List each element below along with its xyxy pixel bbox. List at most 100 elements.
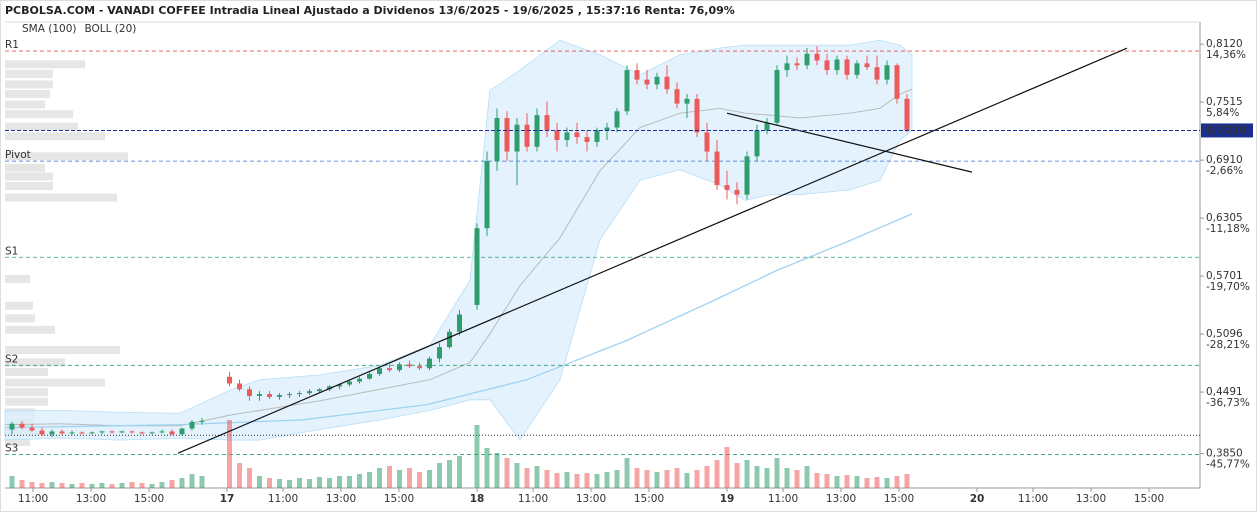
legend-entry: BOLL (20) bbox=[84, 23, 136, 35]
volume-bar bbox=[824, 474, 830, 488]
volume-profile-bar bbox=[5, 378, 105, 387]
current-price-label: 0,7220 bbox=[1206, 124, 1247, 136]
volume-profile-bar bbox=[5, 345, 120, 354]
volume-bar bbox=[484, 448, 490, 488]
volume-profile-bar bbox=[5, 397, 48, 406]
volume-bar bbox=[524, 468, 530, 488]
candle-body bbox=[814, 53, 820, 61]
volume-bar bbox=[554, 473, 560, 488]
candle-body bbox=[704, 132, 710, 152]
volume-bar bbox=[29, 482, 35, 488]
candle-body bbox=[894, 65, 900, 99]
y-tick-percent: -19,70% bbox=[1206, 281, 1250, 293]
volume-bar bbox=[169, 480, 175, 488]
volume-bar bbox=[79, 483, 85, 488]
volume-bar bbox=[664, 470, 670, 488]
volume-bar bbox=[674, 468, 680, 488]
candle-body bbox=[149, 432, 155, 434]
candle-body bbox=[347, 381, 352, 385]
volume-bar bbox=[784, 468, 790, 488]
candle-body bbox=[564, 132, 570, 141]
volume-bar bbox=[159, 482, 165, 488]
candle-body bbox=[109, 431, 115, 433]
volume-bar bbox=[189, 474, 195, 488]
volume-profile-bar bbox=[5, 388, 48, 397]
volume-bar bbox=[227, 420, 232, 488]
candle-body bbox=[754, 130, 760, 157]
candle-body bbox=[189, 421, 195, 429]
candle-body bbox=[584, 137, 590, 142]
volume-bar bbox=[237, 463, 242, 488]
volume-bar bbox=[317, 477, 322, 488]
legend-entry: SMA (100) bbox=[22, 23, 76, 35]
volume-bar bbox=[804, 466, 810, 488]
volume-bar bbox=[307, 479, 312, 488]
candle-body bbox=[247, 389, 252, 396]
volume-bar bbox=[247, 468, 252, 488]
candle-body bbox=[774, 70, 780, 123]
candle-body bbox=[19, 423, 25, 428]
x-tick-label: 20 bbox=[970, 493, 985, 505]
x-tick-label: 11:00 bbox=[1018, 493, 1048, 505]
y-tick-label: 0,5096 bbox=[1206, 328, 1243, 340]
volume-profile-bar bbox=[5, 182, 53, 191]
candle-body bbox=[89, 432, 95, 434]
volume-bar bbox=[119, 483, 125, 488]
volume-profile-bar bbox=[5, 80, 53, 89]
candle-body bbox=[664, 76, 670, 90]
volume-bar bbox=[494, 453, 500, 488]
volume-bar bbox=[417, 472, 422, 488]
volume-bar bbox=[447, 460, 452, 488]
volume-bar bbox=[704, 466, 710, 488]
volume-bar bbox=[277, 479, 282, 488]
y-tick-percent: -11,18% bbox=[1206, 223, 1250, 235]
volume-bar bbox=[904, 474, 910, 488]
candle-body bbox=[804, 53, 810, 66]
level-label: Pivot bbox=[5, 149, 31, 161]
y-tick-label: 0,3850 bbox=[1206, 447, 1243, 459]
volume-bar bbox=[407, 468, 412, 488]
volume-bar bbox=[377, 468, 382, 488]
volume-profile-bar bbox=[5, 122, 78, 131]
candle-body bbox=[854, 63, 860, 75]
candle-body bbox=[29, 427, 35, 431]
volume-bar bbox=[179, 478, 185, 488]
candle-body bbox=[327, 386, 332, 390]
candle-body bbox=[514, 124, 520, 152]
volume-bar bbox=[564, 472, 570, 488]
level-label: S3 bbox=[5, 442, 18, 454]
candle-body bbox=[297, 393, 302, 395]
x-tick-label: 15:00 bbox=[634, 493, 664, 505]
volume-bar bbox=[199, 476, 205, 488]
x-tick-label: 18 bbox=[470, 493, 485, 505]
candle-body bbox=[169, 431, 175, 435]
candle-body bbox=[654, 76, 660, 85]
candle-body bbox=[237, 383, 242, 390]
x-tick-label: 15:00 bbox=[884, 493, 914, 505]
volume-bar bbox=[129, 482, 135, 488]
candle-body bbox=[604, 127, 610, 131]
volume-bar bbox=[834, 476, 840, 488]
candle-body bbox=[139, 432, 145, 434]
candle-body bbox=[227, 376, 232, 384]
candle-body bbox=[407, 364, 412, 367]
volume-bar bbox=[754, 466, 760, 488]
volume-bar bbox=[864, 478, 870, 488]
current-price-box bbox=[1201, 123, 1253, 138]
volume-bar bbox=[594, 474, 600, 488]
volume-bar bbox=[534, 466, 540, 488]
candle-body bbox=[49, 431, 55, 435]
candle-body bbox=[387, 368, 392, 371]
volume-bar bbox=[89, 484, 95, 488]
volume-profile-bar bbox=[5, 132, 105, 141]
volume-profile-bar bbox=[5, 163, 45, 172]
bollinger-middle bbox=[4, 88, 913, 427]
candle-body bbox=[277, 395, 282, 397]
x-tick-label: 13:00 bbox=[76, 493, 106, 505]
candle-body bbox=[554, 130, 560, 141]
volume-bar bbox=[19, 480, 25, 488]
volume-bar bbox=[139, 483, 145, 488]
level-label: S1 bbox=[5, 245, 18, 257]
candle-body bbox=[119, 431, 125, 433]
candle-body bbox=[884, 65, 890, 80]
